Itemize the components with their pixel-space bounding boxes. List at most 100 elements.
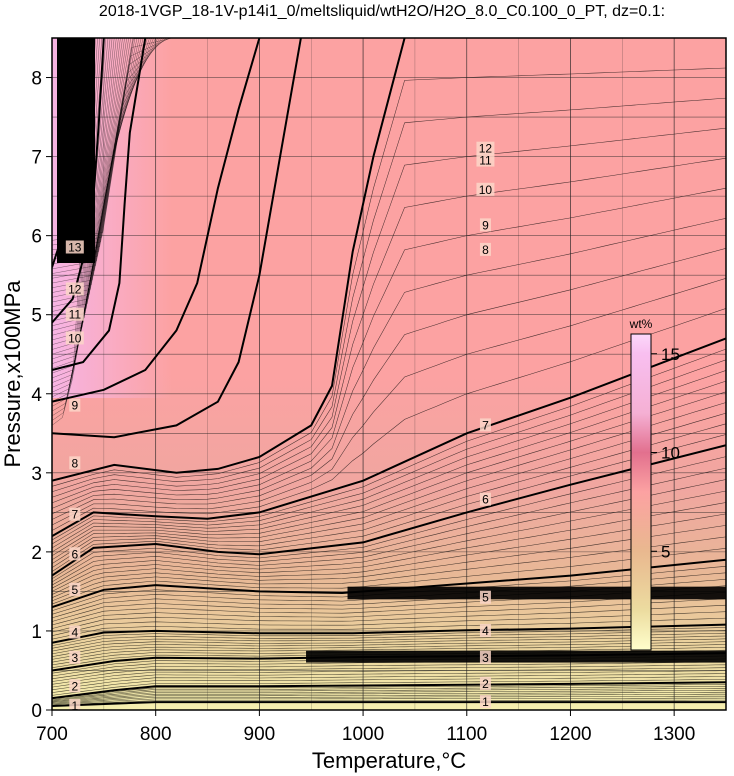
contour-label-text: 3	[71, 651, 78, 665]
minor-contour	[52, 664, 726, 682]
contour-label: 12	[65, 282, 84, 296]
contour-label: 9	[69, 398, 81, 413]
contour-label-bg	[476, 153, 495, 167]
contour-label-text: 10	[479, 183, 493, 197]
colorbar-bar	[630, 333, 652, 651]
contour-label-text: 11	[479, 154, 492, 168]
chart-title: 2018-1VGP_18-1V-p14i1_0/meltsliquid/wtH2…	[99, 3, 665, 20]
y-tick-label: 3	[31, 464, 42, 485]
contour-label: 12	[476, 141, 495, 156]
y-tick-label: 4	[31, 385, 42, 406]
contour-label-bg	[479, 242, 491, 256]
x-tick-label: 1000	[342, 724, 384, 745]
contour-label-text: 3	[482, 651, 489, 665]
contour-label: 5	[479, 590, 491, 605]
minor-contour	[52, 434, 726, 572]
contour-label-bg	[476, 141, 495, 155]
contour-label-bg	[65, 282, 84, 296]
minor-contour	[52, 127, 726, 498]
anomaly-band	[347, 586, 726, 600]
contour-line-9	[52, 38, 302, 439]
contour-label-text: 6	[71, 547, 78, 561]
contour-label-text: 1	[482, 695, 489, 709]
contour-label: 7	[479, 418, 491, 432]
minor-contour	[52, 423, 726, 568]
colorbar-tick-label: 15	[661, 345, 680, 364]
colorbar: wt% 5 10 15	[629, 317, 680, 651]
minor-contour	[52, 644, 726, 663]
minor-contour	[52, 97, 726, 493]
contour-label-text: 9	[71, 399, 78, 413]
minor-contour	[52, 157, 726, 504]
x-ticks: 700 800 900 1000 1100 1200 1300	[36, 710, 695, 745]
contour-label-text: 2	[71, 679, 78, 693]
contour-label: 6	[479, 492, 491, 507]
contour-label-bg	[479, 492, 491, 506]
minor-contour	[52, 693, 726, 704]
y-tick-label: 1	[31, 622, 42, 643]
x-tick-label: 700	[36, 724, 68, 745]
plot-frame	[51, 37, 727, 711]
contour-line-1	[52, 701, 726, 707]
x-tick-label: 1100	[446, 724, 487, 745]
contour-label-text: 9	[482, 218, 489, 232]
minor-contour	[52, 686, 726, 700]
contour-label-text: 4	[71, 626, 78, 640]
contour-label: 4	[479, 623, 491, 638]
contour-label: 11	[65, 307, 84, 322]
colorbar-tick-label: 5	[661, 542, 670, 561]
minor-contour	[52, 479, 726, 586]
y-tick-label: 2	[31, 543, 42, 564]
minor-contour	[52, 667, 726, 685]
contour-label-text: 5	[71, 583, 78, 597]
colorbar-unit: wt%	[629, 317, 653, 331]
contour-label-bg	[479, 676, 491, 690]
anomaly-band	[306, 650, 726, 663]
minor-contour	[52, 691, 726, 703]
minor-contour	[52, 679, 726, 696]
minor-contour	[52, 695, 726, 704]
minor-contour	[52, 632, 726, 652]
contour-label-text: 4	[482, 624, 489, 638]
minor-contour	[52, 598, 726, 629]
minor-contour	[52, 456, 726, 580]
contour-label-text: 8	[71, 456, 78, 470]
contour-label-bg	[69, 547, 81, 561]
colorbar-tick-label: 10	[661, 444, 680, 463]
y-axis-label: Pressure,x100MPa	[0, 280, 25, 468]
y-ticks: 0 1 2 3 4 5 6 7 8	[31, 69, 52, 722]
colorbar-ticks: 5 10 15	[651, 345, 680, 561]
minor-contour	[52, 248, 726, 520]
minor-contour	[52, 402, 726, 561]
contour-label-bg	[69, 456, 81, 470]
contour-label-bg	[69, 398, 81, 412]
contour-label-bg	[69, 507, 81, 521]
minor-contour	[52, 67, 726, 487]
y-tick-label: 5	[31, 306, 42, 327]
minor-contour	[52, 218, 726, 515]
contour-label-bg	[479, 695, 491, 709]
contour-label-text: 8	[482, 243, 489, 257]
contour-label: 8	[479, 242, 491, 257]
minor-contour	[52, 611, 726, 636]
contour-label-bg	[479, 218, 491, 232]
x-axis-label: Temperature,°C	[312, 748, 466, 773]
contour-line-8	[52, 38, 406, 482]
contour-label: 11	[476, 153, 495, 168]
contour-label: 3	[479, 650, 491, 665]
minor-contour	[52, 359, 726, 545]
minor-contour	[52, 676, 726, 693]
contour-label-bg	[69, 625, 81, 639]
minor-contour	[52, 670, 726, 688]
minor-contour	[52, 635, 726, 655]
contour-label: 2	[69, 679, 81, 693]
contour-label-text: 5	[482, 591, 489, 605]
contour-label: 1	[479, 695, 491, 709]
contour-label-text: 13	[68, 241, 82, 255]
contour-line-10	[52, 38, 261, 403]
minor-contour	[52, 689, 726, 702]
minor-contour	[52, 348, 726, 541]
